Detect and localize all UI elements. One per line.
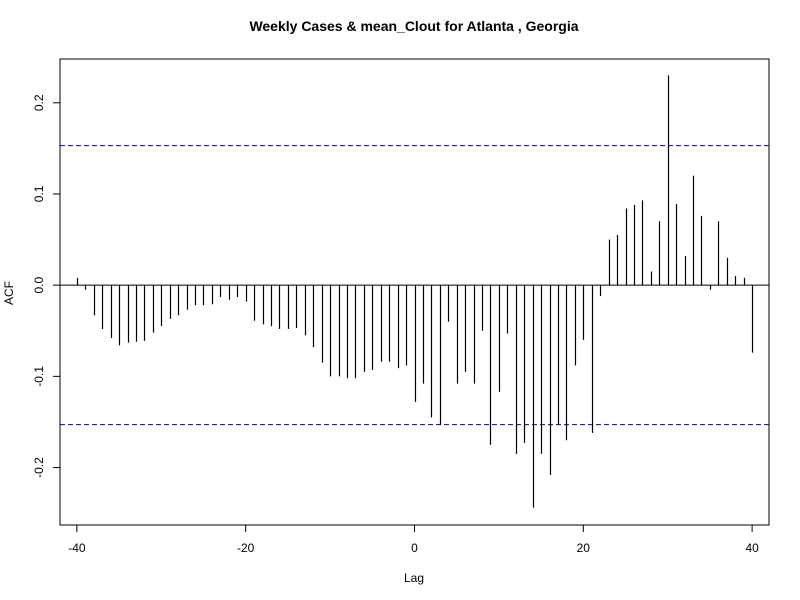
x-tick-label: 20 <box>577 541 591 555</box>
y-tick-label: -0.2 <box>32 457 46 478</box>
x-axis-label: Lag <box>404 571 424 585</box>
plot-frame <box>59 58 770 526</box>
x-tick-label: -40 <box>68 541 86 555</box>
x-tick-label: -20 <box>237 541 255 555</box>
chart-title: Weekly Cases & mean_Clout for Atlanta , … <box>249 18 578 34</box>
x-tick-label: 0 <box>411 541 418 555</box>
x-tick-label: 40 <box>745 541 759 555</box>
y-tick-label: 0.2 <box>32 94 46 111</box>
chart-marks <box>60 75 769 508</box>
chart-axes: -40 -20 0 20 40 -0.2 -0.1 0.0 0.1 0.2 <box>32 94 759 555</box>
y-axis-label: ACF <box>2 281 16 305</box>
y-tick-label: 0.1 <box>32 185 46 202</box>
y-tick-label: 0.0 <box>32 276 46 293</box>
y-tick-label: -0.1 <box>32 366 46 387</box>
